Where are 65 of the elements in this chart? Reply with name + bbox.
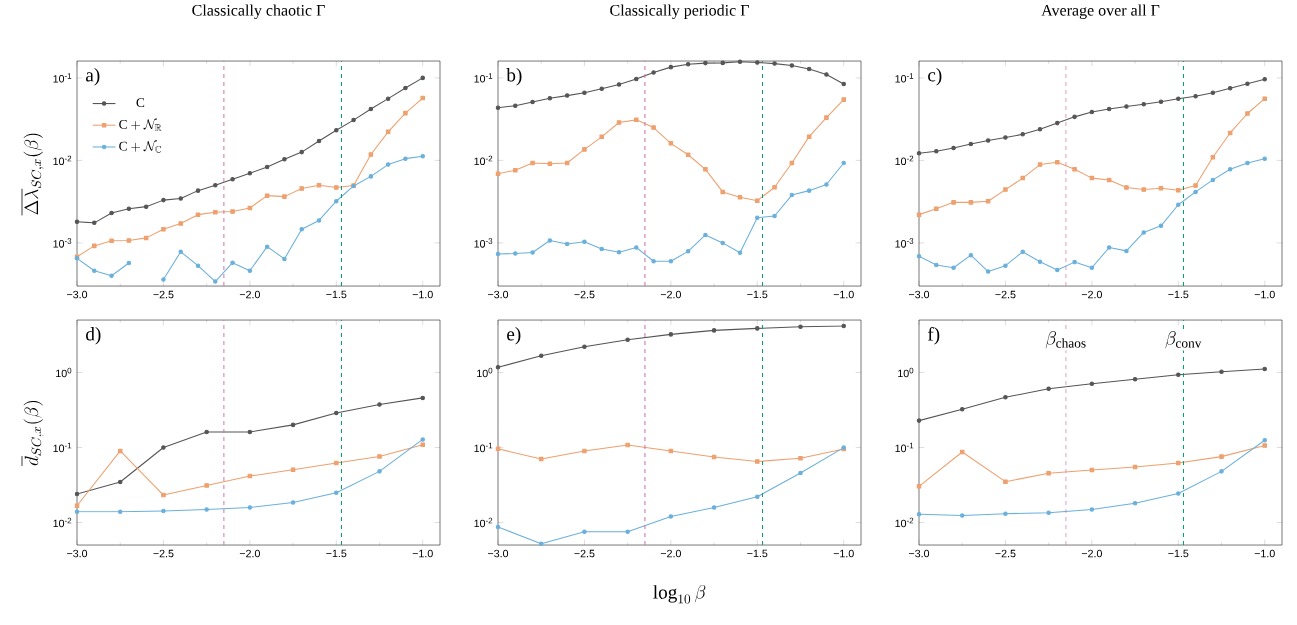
y-tick-label: 10$^{-3}$ (895, 238, 914, 248)
y-tick-label: 10$^{-1}$ (895, 73, 914, 83)
y-tick-label: 10$^{-2}$ (53, 155, 72, 166)
annotation: a) (86, 67, 100, 86)
x-tick-label: −3.0 (909, 290, 930, 299)
ref-line-label: $\beta_{\mathrm{conv}}$ (1165, 331, 1202, 349)
x-tick-label: −1.5 (326, 549, 347, 558)
y-tick-label: 10$^{-3}$ (53, 238, 72, 248)
x-tick-label: −1.5 (1168, 549, 1189, 558)
x-axis-title: $\log_{10}\beta$ (653, 584, 706, 604)
x-tick-label: −1.5 (326, 290, 347, 299)
y-tick-label: 10$^{-1}$ (895, 442, 914, 453)
y-axis-title: $\overline{\Delta\lambda}_{SC,x}(\beta)$ (22, 133, 44, 216)
x-tick-label: −3.0 (67, 290, 88, 299)
annotation: d) (86, 326, 101, 345)
x-tick-label: −1.0 (1254, 549, 1275, 558)
x-tick-label: −2.5 (995, 290, 1016, 299)
y-tick-label: 10$^{-1}$ (53, 442, 72, 453)
y-tick-label: 10$^{0}$ (477, 367, 493, 378)
x-tick-label: −1.0 (833, 549, 854, 558)
x-tick-label: −2.0 (239, 549, 260, 558)
annotation: f) (927, 327, 940, 345)
legend-label: $\mathrm{C}+\mathcal{N}_{\mathbb{C}}$ (119, 140, 162, 153)
chart-title: Classically periodic Γ (610, 4, 749, 19)
chart-title: Classically chaotic Γ (192, 4, 325, 19)
y-tick-label: 10$^{-1}$ (474, 442, 493, 453)
y-tick-label: 10$^{-1}$ (474, 73, 493, 83)
x-tick-label: −1.0 (833, 290, 854, 299)
y-tick-label: 10$^{-2}$ (53, 517, 72, 528)
x-tick-label: −2.0 (1081, 290, 1102, 299)
x-tick-label: −1.0 (412, 290, 433, 299)
x-tick-label: −3.0 (488, 549, 509, 558)
x-tick-label: −2.5 (153, 549, 174, 558)
x-tick-label: −2.0 (1081, 549, 1102, 558)
y-tick-label: 10$^{-2}$ (474, 155, 493, 166)
legend-label: $\mathrm{C}+\mathcal{N}_{\mathbb{R}}$ (119, 118, 162, 131)
ref-line-label: $\beta_{\mathrm{chaos}}$ (1045, 331, 1086, 349)
y-axis-title: $\overline{d}_{SC,x}(\beta)$ (22, 401, 44, 466)
x-tick-label: −1.5 (747, 549, 768, 558)
x-tick-label: −2.5 (574, 290, 595, 299)
y-tick-label: 10$^{0}$ (56, 367, 72, 378)
y-tick-label: 10$^{-1}$ (53, 73, 72, 83)
x-tick-label: −3.0 (909, 549, 930, 558)
x-tick-label: −2.0 (660, 549, 681, 558)
annotation: e) (507, 326, 521, 345)
y-tick-label: 10$^{0}$ (898, 367, 914, 378)
x-tick-label: −1.5 (1168, 290, 1189, 299)
y-tick-label: 10$^{-2}$ (895, 517, 914, 528)
x-tick-label: −2.5 (153, 290, 174, 299)
annotation: b) (506, 67, 522, 86)
annotation: c) (928, 67, 942, 86)
chart-title: Average over all Γ (1041, 4, 1160, 19)
x-tick-label: −3.0 (488, 290, 509, 299)
x-tick-label: −3.0 (67, 549, 88, 558)
y-tick-label: 10$^{-2}$ (895, 155, 914, 166)
y-tick-label: 10$^{-3}$ (474, 238, 493, 248)
legend-label: $\mathrm{C}$ (136, 98, 145, 108)
x-tick-label: −2.0 (239, 290, 260, 299)
x-tick-label: −1.0 (1254, 290, 1275, 299)
x-tick-label: −1.5 (747, 290, 768, 299)
x-tick-label: −2.5 (995, 549, 1016, 558)
y-tick-label: 10$^{-2}$ (474, 517, 493, 528)
x-tick-label: −2.5 (574, 549, 595, 558)
x-tick-label: −2.0 (660, 290, 681, 299)
x-tick-label: −1.0 (412, 549, 433, 558)
